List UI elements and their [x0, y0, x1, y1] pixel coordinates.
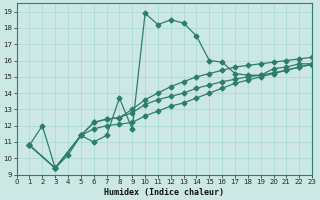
- X-axis label: Humidex (Indice chaleur): Humidex (Indice chaleur): [104, 188, 224, 197]
